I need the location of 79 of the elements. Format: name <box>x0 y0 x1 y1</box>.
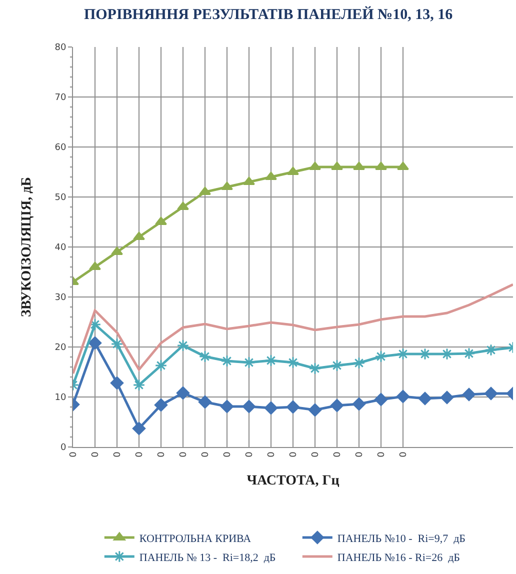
x-tick-label: 0 <box>200 451 211 458</box>
point <box>176 386 190 400</box>
y-tick-label: 40 <box>54 243 66 254</box>
y-tick-label: 30 <box>54 293 66 304</box>
x-tick-label: 0 <box>266 451 277 458</box>
point <box>265 172 277 180</box>
point <box>133 232 145 240</box>
point <box>154 359 168 372</box>
point <box>88 336 102 350</box>
point <box>286 400 300 414</box>
point <box>397 162 409 170</box>
legend-label: ПАНЕЛЬ № 13 - Ri=18,2 дБ <box>139 552 276 564</box>
point <box>111 246 123 255</box>
point <box>89 262 101 270</box>
y-tick-label: 70 <box>54 93 66 104</box>
x-tick-label: 0 <box>244 451 255 458</box>
point <box>308 403 322 417</box>
chart-title: ПОРІВНЯННЯ РЕЗУЛЬТАТІВ ПАНЕЛЕЙ №10, 13, 16 <box>84 6 454 24</box>
point <box>221 182 233 190</box>
legend-label: ПАНЕЛЬ №16 - Ri=26 дБ <box>337 552 460 564</box>
y-axis-title: ЗВУКОІЗОЛЯЦІЯ, дБ <box>19 177 34 317</box>
point <box>264 401 278 415</box>
point <box>375 162 387 170</box>
point <box>176 339 190 352</box>
point <box>374 392 388 406</box>
point <box>155 216 167 225</box>
x-axis-title: ЧАСТОТА, Гц <box>246 474 340 489</box>
y-tick-label: 80 <box>54 43 66 54</box>
point <box>330 398 344 412</box>
x-tick-label: 0 <box>112 451 123 458</box>
point <box>484 386 498 400</box>
point <box>198 395 212 409</box>
point <box>220 400 234 414</box>
point <box>243 176 255 185</box>
legend-label: ПАНЕЛЬ №10 - Ri=9,7 дБ <box>337 532 466 545</box>
x-tick-label: 0 <box>68 451 79 458</box>
point <box>330 359 344 372</box>
x-tick-label: 0 <box>178 451 189 458</box>
x-tick-label: 0 <box>288 451 299 458</box>
x-tick-label: 0 <box>398 451 409 458</box>
legend-label: КОНТРОЛЬНА КРИВА <box>139 532 252 545</box>
point <box>396 390 410 404</box>
x-tick-label: 0 <box>90 451 101 458</box>
point <box>199 186 211 195</box>
point <box>220 354 234 368</box>
point <box>242 356 256 369</box>
point <box>286 356 300 369</box>
point <box>264 354 278 367</box>
y-tick-label: 20 <box>54 343 66 354</box>
point <box>198 350 212 363</box>
x-tick-label: 0 <box>376 451 387 458</box>
x-tick-label: 0 <box>332 451 343 458</box>
point <box>331 162 343 170</box>
point <box>110 376 124 390</box>
point <box>352 397 366 411</box>
y-tick-label: 50 <box>54 193 66 204</box>
y-tick-label: 10 <box>54 393 66 404</box>
point <box>287 166 299 175</box>
point <box>440 390 454 404</box>
point <box>353 162 365 170</box>
point <box>462 388 476 402</box>
point <box>132 378 146 392</box>
point <box>242 400 256 414</box>
x-tick-label: 0 <box>156 451 167 458</box>
point <box>132 422 146 436</box>
x-tick-label: 0 <box>222 451 233 458</box>
x-tick-label: 0 <box>134 451 145 458</box>
point <box>177 202 189 210</box>
point <box>418 392 432 406</box>
point <box>110 338 124 350</box>
x-tick-label: 0 <box>354 451 365 458</box>
point <box>484 344 498 356</box>
point <box>352 356 366 370</box>
x-tick-label: 0 <box>310 451 321 458</box>
point <box>154 398 168 412</box>
point <box>309 162 321 170</box>
point <box>374 350 388 363</box>
point <box>308 362 322 375</box>
y-tick-label: 60 <box>54 143 66 154</box>
